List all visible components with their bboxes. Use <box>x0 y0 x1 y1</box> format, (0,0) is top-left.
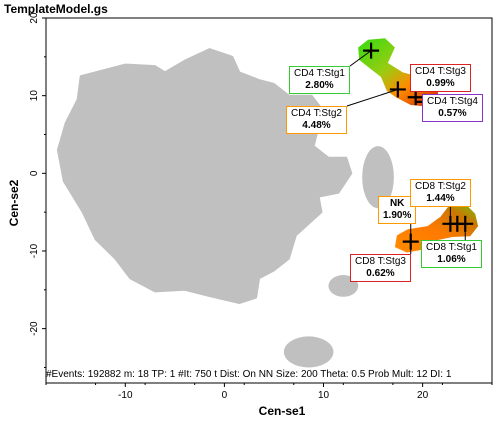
annotation-label: CD4 T:Stg1 <box>294 68 345 79</box>
x-axis-label: Cen-se1 <box>258 404 306 418</box>
marker-nk <box>402 233 419 250</box>
annotation-label: CD4 T:Stg4 <box>427 96 478 107</box>
y-tick-label: 0 <box>29 170 40 176</box>
cd8-gradient-cluster <box>394 201 479 253</box>
main-gray-cluster-body <box>56 48 353 304</box>
annotation-label: CD8 T:Stg1 <box>426 242 477 253</box>
annotation-cd4-stg3[interactable]: CD4 T:Stg3 0.99% <box>410 64 471 92</box>
small-gray-3 <box>283 336 334 368</box>
connector-cd4-stg2 <box>346 88 398 107</box>
x-tick-label: 20 <box>417 390 429 401</box>
axes: -10 0 10 20 -20 -10 0 10 20 <box>29 12 493 401</box>
annotation-label: NK <box>389 198 405 209</box>
annotation-cd4-stg4[interactable]: CD4 T:Stg4 0.57% <box>422 94 483 122</box>
annotation-label: CD8 T:Stg3 <box>355 256 406 267</box>
annotation-percent: 0.62% <box>366 268 395 279</box>
annotation-cd4-stg2[interactable]: CD4 T:Stg2 4.48% <box>286 106 347 134</box>
main-gray-cluster <box>56 48 353 304</box>
connector-cd4-stg1 <box>349 50 372 67</box>
annotation-label: CD4 T:Stg2 <box>291 108 342 119</box>
plot-frame <box>45 17 493 384</box>
y-tick-label: -20 <box>29 321 40 336</box>
annotation-nk[interactable]: NK 1.90% <box>378 196 417 224</box>
annotation-label: CD8 T:Stg2 <box>415 181 466 192</box>
y-tick-label: 10 <box>29 90 40 102</box>
gate-markers <box>363 42 474 250</box>
annotation-cd8-stg1[interactable]: CD8 T:Stg1 1.06% <box>421 240 482 268</box>
y-tick-label: -10 <box>29 243 40 258</box>
annotation-cd4-stg1[interactable]: CD4 T:Stg1 2.80% <box>289 66 350 94</box>
small-gray-1 <box>362 146 394 209</box>
marker-extra-0 <box>449 215 466 232</box>
y-tick-label: 20 <box>29 12 40 24</box>
marker-cd4-stg2 <box>389 81 406 98</box>
x-tick-label: 10 <box>318 390 330 401</box>
annotation-percent: 1.90% <box>383 210 412 221</box>
x-tick-label: -10 <box>118 390 133 401</box>
y-axis-label: Cen-se2 <box>7 179 21 227</box>
annotation-percent: 1.44% <box>426 193 455 204</box>
x-tick-label: 0 <box>222 390 228 401</box>
annotation-percent: 4.48% <box>302 120 331 131</box>
annotation-cd8-stg2[interactable]: CD8 T:Stg2 1.44% <box>410 179 471 207</box>
marker-cd4-stg1 <box>363 42 380 59</box>
annotation-percent: 0.99% <box>426 78 455 89</box>
window-title: TemplateModel.gs <box>4 2 108 16</box>
annotation-label: CD4 T:Stg3 <box>415 66 466 77</box>
annotation-percent: 2.80% <box>305 80 334 91</box>
run-parameters-footer: #Events: 192882 m: 18 TP: 1 #It: 750 t D… <box>46 369 452 380</box>
annotation-percent: 1.06% <box>437 254 466 265</box>
annotation-percent: 0.57% <box>438 108 467 119</box>
annotation-cd8-stg3[interactable]: CD8 T:Stg3 0.62% <box>350 254 411 282</box>
